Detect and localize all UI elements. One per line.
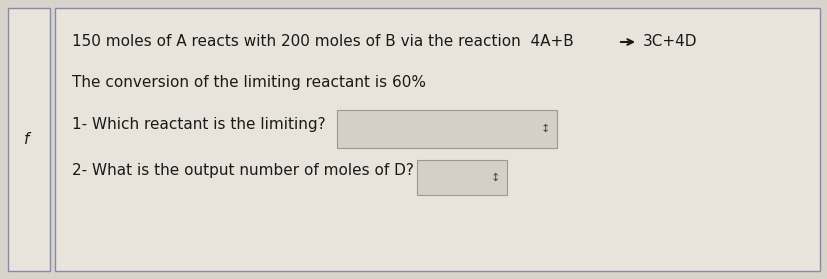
Text: 2- What is the output number of moles of D?: 2- What is the output number of moles of…	[72, 163, 414, 179]
Text: ↕: ↕	[540, 124, 549, 134]
Bar	[8, 8, 50, 271]
Bar	[337, 110, 557, 148]
Text: f: f	[24, 133, 30, 148]
Text: 1- Which reactant is the limiting?: 1- Which reactant is the limiting?	[72, 117, 325, 131]
Bar	[417, 160, 506, 195]
Text: The conversion of the limiting reactant is 60%: The conversion of the limiting reactant …	[72, 76, 425, 90]
Text: ↕: ↕	[490, 172, 499, 182]
Text: 3C+4D: 3C+4D	[643, 35, 696, 49]
Text: 150 moles of A reacts with 200 moles of B via the reaction  4A+B: 150 moles of A reacts with 200 moles of …	[72, 35, 573, 49]
